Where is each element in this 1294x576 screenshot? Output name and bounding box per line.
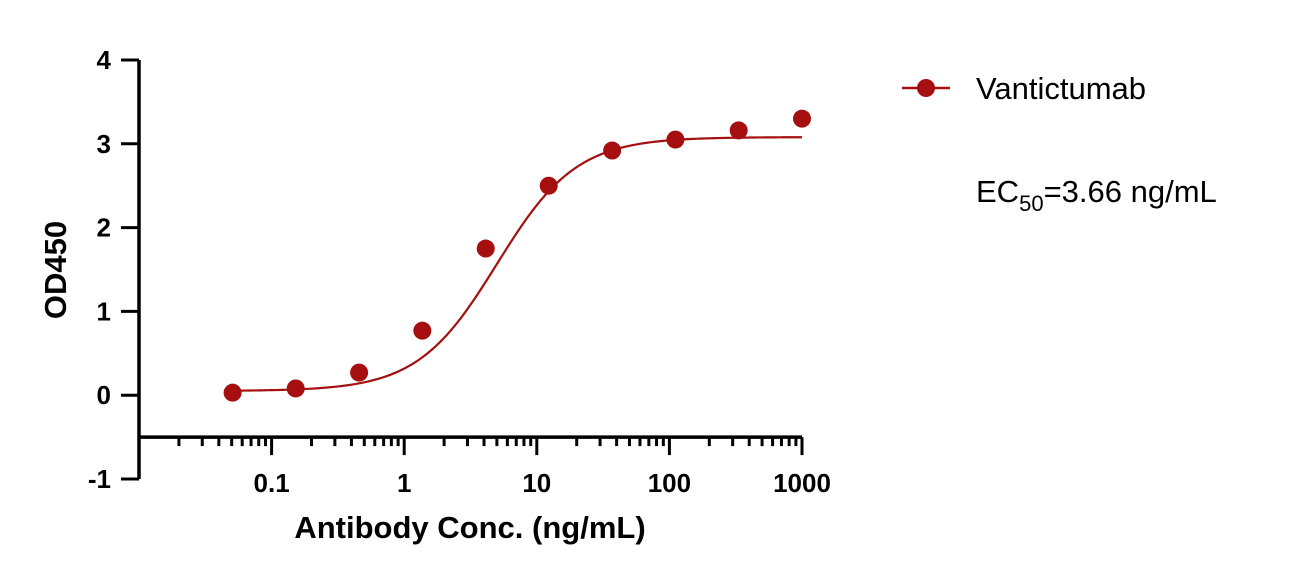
legend-dot-marker	[917, 79, 935, 97]
data-point-1	[286, 379, 305, 398]
ec50-value: =3.66 ng/mL	[1044, 174, 1217, 209]
axes: -1 0 1 2 3 4 0.1 1 10 100 1000	[88, 45, 831, 498]
y-tick-label-3: 3	[97, 129, 111, 159]
ec50-subscript: 50	[1019, 191, 1043, 216]
data-point-8	[729, 121, 748, 140]
x-tick-label-0.1: 0.1	[254, 468, 290, 498]
y-tick-label--1: -1	[88, 464, 111, 494]
data-point-4	[476, 239, 495, 258]
data-point-0	[223, 383, 242, 402]
fit-curve-0	[232, 136, 803, 392]
data-point-7	[666, 130, 685, 149]
data-point-3	[413, 321, 432, 340]
y-tick-label-0: 0	[97, 380, 111, 410]
y-axis-title: OD450	[38, 221, 73, 319]
data-point-9	[793, 109, 811, 128]
x-tick-label-10: 10	[522, 468, 551, 498]
y-tick-label-1: 1	[97, 296, 111, 326]
data-points-layer	[223, 109, 811, 402]
data-point-5	[539, 176, 558, 195]
x-tick-label-1: 1	[397, 468, 411, 498]
data-point-2	[350, 363, 369, 382]
legend-entry-vantictumab: Vantictumab	[976, 71, 1146, 106]
x-axis-title: Antibody Conc. (ng/mL)	[294, 510, 645, 545]
y-tick-label-2: 2	[97, 213, 111, 243]
fit-curve-layer	[232, 136, 803, 392]
ec50-label: EC	[976, 174, 1019, 209]
data-point-6	[603, 141, 622, 160]
ec50-annotation: EC50=3.66 ng/mL	[976, 174, 1217, 216]
x-tick-label-100: 100	[648, 468, 691, 498]
legend: Vantictumab	[902, 71, 1146, 106]
x-tick-label-1000: 1000	[773, 468, 831, 498]
y-tick-label-4: 4	[97, 45, 112, 75]
